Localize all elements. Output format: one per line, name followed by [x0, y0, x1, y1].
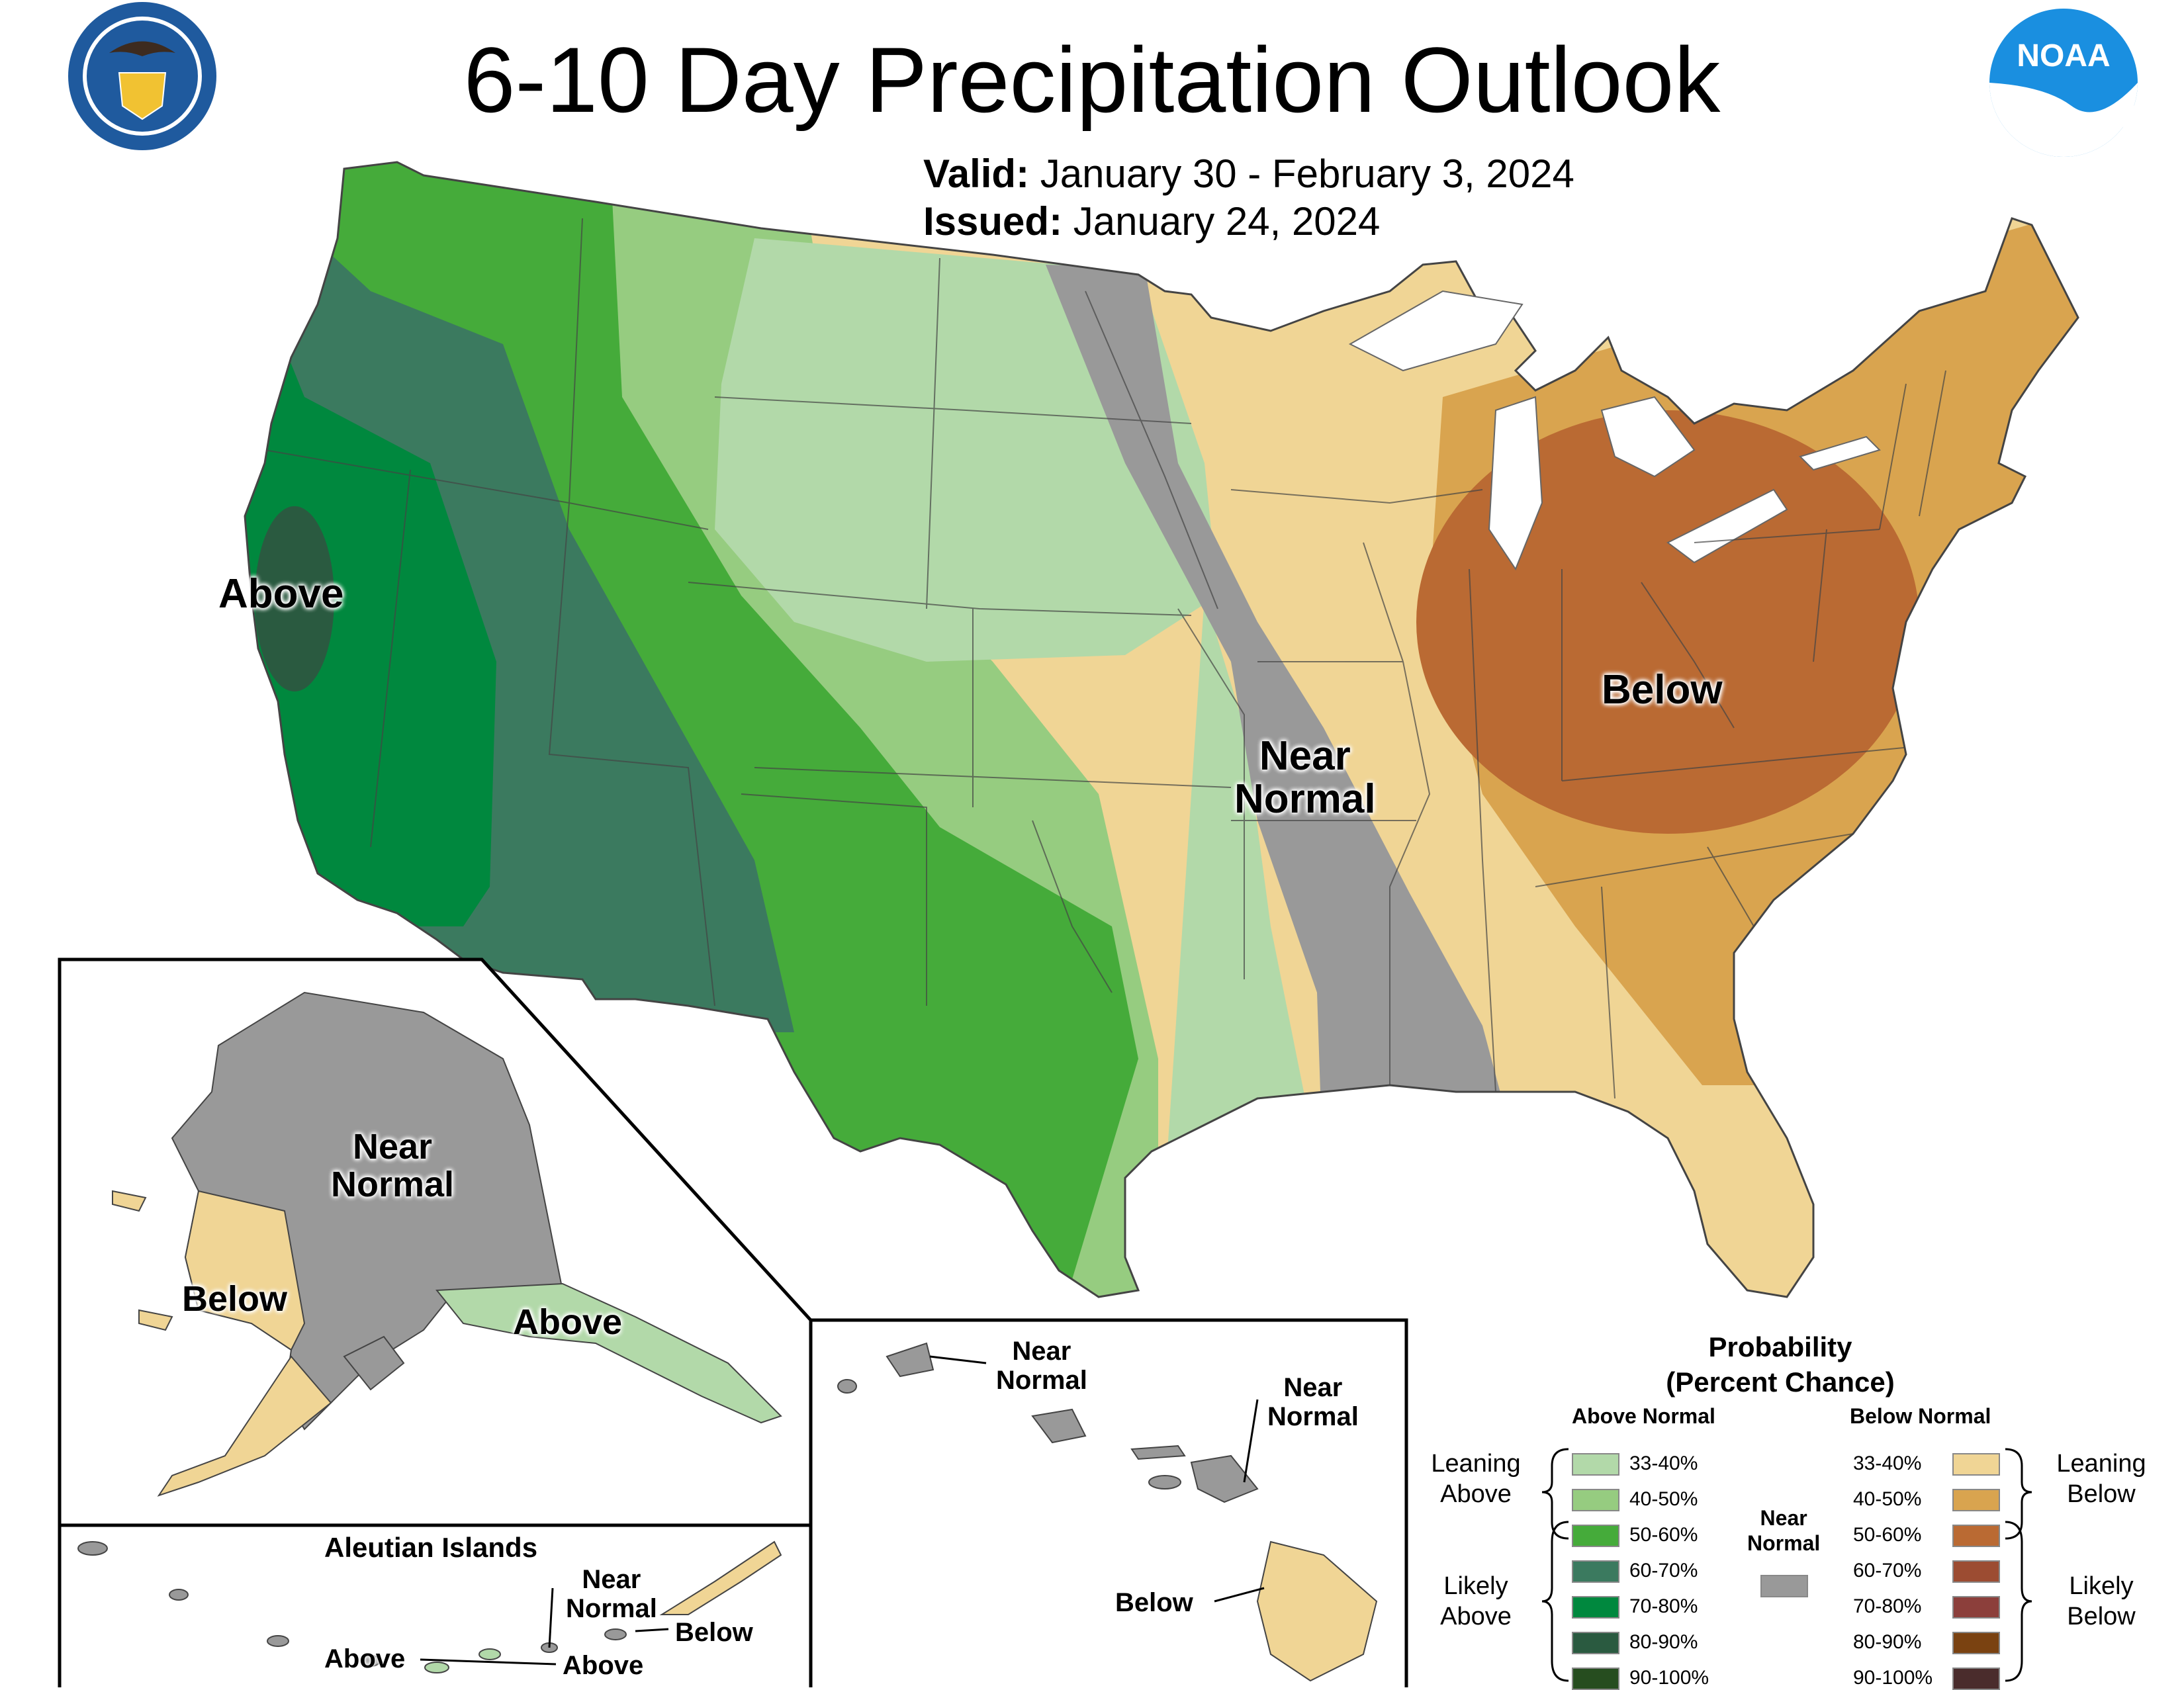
conus-near-normal-label: Near Normal: [1234, 734, 1376, 821]
svg-text:NOAA: NOAA: [2017, 38, 2110, 73]
hawaii-near-normal-left-label: Near Normal: [996, 1337, 1087, 1395]
legend-above-swatch: [1572, 1453, 1619, 1476]
aleutian-near-normal-label: Near Normal: [566, 1565, 657, 1623]
likely-above-line2: Above: [1440, 1602, 1512, 1630]
likely-below-line2: Below: [2067, 1602, 2136, 1630]
conus-below-label: Below: [1602, 667, 1723, 713]
hawaii-near-right-line2: Normal: [1267, 1402, 1359, 1431]
alaska-above-label: Above: [513, 1302, 623, 1342]
legend-near-swatch: [1760, 1575, 1808, 1597]
alaska-map: [112, 991, 782, 1497]
likely-above-line1: Likely: [1443, 1572, 1508, 1600]
legend-below-range: 40-50%: [1853, 1488, 1922, 1510]
legend-below-header: Below Normal: [1850, 1404, 1991, 1428]
alaska-near-normal-label: Near Normal: [331, 1128, 454, 1203]
aleutian-title: Aleutian Islands: [324, 1532, 538, 1563]
legend-above-header: Above Normal: [1572, 1404, 1715, 1428]
hawaii-near-left-line1: Near: [1012, 1337, 1071, 1366]
aleutian-leader-lines: [420, 1587, 669, 1666]
commerce-seal-icon: [68, 2, 216, 150]
conus-near-label-line2: Normal: [1234, 776, 1376, 823]
legend-above-range: 70-80%: [1629, 1595, 1698, 1617]
great-lakes: [1348, 290, 1881, 571]
legend-below-range: 33-40%: [1853, 1452, 1922, 1474]
conus-near-label-line1: Near: [1259, 733, 1351, 779]
legend-above-swatch: [1572, 1560, 1619, 1583]
legend-title: Probability (Percent Chance): [1635, 1330, 1926, 1400]
issued-value: January 24, 2024: [1073, 199, 1381, 244]
conus-above-label: Above: [218, 571, 344, 617]
legend-above-range: 50-60%: [1629, 1524, 1698, 1546]
hawaii-map: [837, 1342, 1378, 1682]
legend-leaning-below: Leaning Below: [2042, 1449, 2161, 1509]
legend-below-range: 50-60%: [1853, 1524, 1922, 1546]
legend-below-swatch: [1952, 1525, 2000, 1547]
legend-title-line1: Probability: [1708, 1331, 1852, 1362]
aleutian-above-left-label: Above: [324, 1644, 406, 1673]
legend-above-swatch: [1572, 1632, 1619, 1654]
valid-label: Valid:: [923, 152, 1030, 196]
legend-above-swatch: [1572, 1668, 1619, 1690]
leaning-above-line2: Above: [1440, 1480, 1512, 1508]
legend-above-range: 60-70%: [1629, 1560, 1698, 1581]
hawaii-near-right-line1: Near: [1283, 1373, 1343, 1402]
issued-label: Issued:: [923, 199, 1063, 244]
legend-below-swatch: [1952, 1596, 2000, 1619]
legend-above-swatch: [1572, 1596, 1619, 1619]
legend-near-header: Near Normal: [1747, 1505, 1820, 1556]
legend-above-swatch: [1572, 1489, 1619, 1511]
alaska-near-line2: Normal: [331, 1164, 455, 1204]
legend-above-range: 33-40%: [1629, 1452, 1698, 1474]
legend-below-swatch: [1952, 1668, 2000, 1690]
legend-likely-below: Likely Below: [2042, 1572, 2161, 1632]
aleutian-near-line2: Normal: [566, 1594, 657, 1623]
legend-leaning-above: Leaning Above: [1423, 1449, 1529, 1509]
issued-line: Issued: January 24, 2024: [923, 199, 1380, 244]
leaning-above-line1: Leaning: [1431, 1450, 1521, 1478]
hawaii-below-label: Below: [1115, 1588, 1193, 1617]
legend-likely-above: Likely Above: [1423, 1572, 1529, 1632]
legend-above-range: 40-50%: [1629, 1488, 1698, 1510]
page-title: 6-10 Day Precipitation Outlook: [463, 28, 1721, 132]
legend-below-range: 90-100%: [1853, 1667, 1933, 1689]
alaska-below-label: Below: [182, 1279, 288, 1319]
hawaii-near-normal-right-label: Near Normal: [1267, 1373, 1359, 1431]
hawaii-near-left-line2: Normal: [996, 1366, 1087, 1395]
legend-braces: [1541, 1448, 2032, 1682]
legend-above-swatch: [1572, 1525, 1619, 1547]
legend-near-header-line1: Near: [1760, 1506, 1807, 1530]
hawaii-leader-lines: [929, 1355, 1265, 1603]
likely-below-line1: Likely: [2069, 1572, 2134, 1600]
legend-title-line2: (Percent Chance): [1666, 1366, 1895, 1398]
legend-below-swatch: [1952, 1560, 2000, 1583]
legend-below-swatch: [1952, 1453, 2000, 1476]
aleutian-above-right-label: Above: [563, 1651, 644, 1680]
valid-line: Valid: January 30 - February 3, 2024: [923, 151, 1574, 197]
legend-below-range: 60-70%: [1853, 1560, 1922, 1581]
aleutian-below-label: Below: [675, 1618, 753, 1647]
legend-above-range: 90-100%: [1629, 1667, 1709, 1689]
legend-below-range: 70-80%: [1853, 1595, 1922, 1617]
legend-below-range: 80-90%: [1853, 1631, 1922, 1653]
conus-outline: [244, 161, 2079, 1298]
valid-value: January 30 - February 3, 2024: [1040, 152, 1574, 196]
legend-near-header-line2: Normal: [1747, 1531, 1821, 1556]
noaa-logo-icon: NOAA: [1989, 9, 2139, 157]
aleutian-near-line1: Near: [582, 1565, 641, 1594]
legend-below-swatch: [1952, 1489, 2000, 1511]
leaning-below-line2: Below: [2067, 1480, 2136, 1508]
legend-below-swatch: [1952, 1632, 2000, 1654]
legend-above-range: 80-90%: [1629, 1631, 1698, 1653]
leaning-below-line1: Leaning: [2056, 1450, 2146, 1478]
alaska-near-line1: Near: [352, 1127, 433, 1167]
aleutian-map: [77, 1540, 782, 1673]
